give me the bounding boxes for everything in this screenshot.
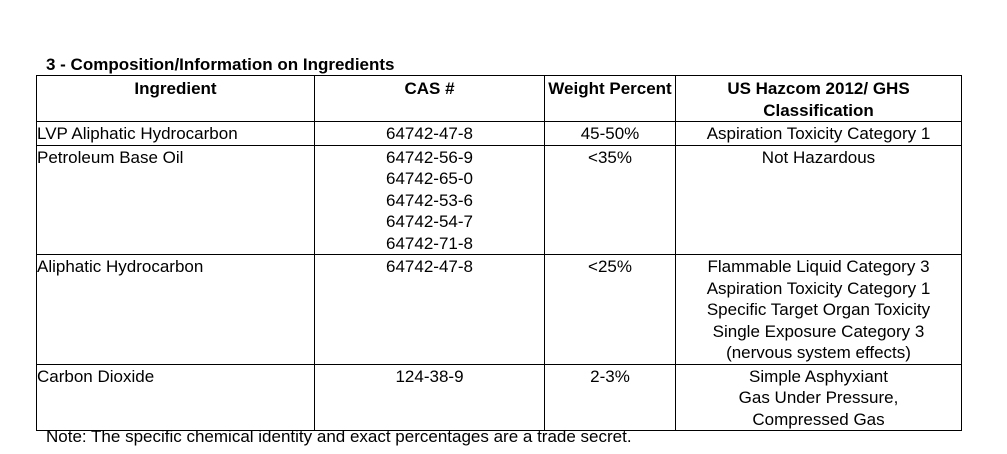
cell-weight: 45-50% [544, 121, 676, 146]
header-cas: CAS # [314, 75, 545, 122]
header-weight-percent: Weight Percent [544, 75, 676, 122]
cas-number: 64742-71-8 [386, 233, 473, 253]
cas-number: 124-38-9 [395, 366, 464, 386]
table-row: Aliphatic Hydrocarbon 64742-47-8 <25% Fl… [36, 254, 962, 365]
cell-weight: 2-3% [544, 363, 676, 431]
classification-line: Not Hazardous [761, 147, 876, 167]
cell-classification: Simple Asphyxiant Gas Under Pressure, Co… [675, 363, 962, 431]
cell-classification: Flammable Liquid Category 3 Aspiration T… [675, 254, 962, 365]
cell-cas: 124-38-9 [314, 363, 545, 431]
section-title: 3 - Composition/Information on Ingredien… [46, 55, 395, 74]
classification-line: Compressed Gas [752, 409, 885, 429]
header-line: US Hazcom 2012/ GHS [727, 79, 910, 98]
classification-line: Flammable Liquid Category 3 [707, 257, 930, 276]
cell-ingredient: Aliphatic Hydrocarbon [36, 254, 315, 365]
trade-secret-note: Note: The specific chemical identity and… [46, 427, 632, 446]
table-row: Petroleum Base Oil 64742-56-9 64742-65-0… [36, 144, 962, 255]
ingredients-table: Ingredient CAS # Weight Percent US Hazco… [36, 75, 962, 431]
classification-line: Aspiration Toxicity Category 1 [706, 124, 931, 143]
cas-number: 64742-56-9 [386, 147, 473, 167]
header-ingredient: Ingredient [36, 75, 315, 122]
cas-number: 64742-65-0 [386, 169, 473, 188]
cas-number: 64742-47-8 [386, 124, 473, 143]
header-line: Ingredient [134, 79, 217, 98]
cell-ingredient: Carbon Dioxide [36, 363, 315, 431]
cas-number: 64742-53-6 [386, 190, 473, 210]
classification-line: (nervous system effects) [726, 343, 911, 362]
classification-line: Specific Target Organ Toxicity [706, 300, 931, 319]
header-line: Weight Percent [548, 79, 672, 98]
header-line: Classification [763, 100, 874, 120]
cell-cas: 64742-47-8 [314, 254, 545, 365]
cas-number: 64742-47-8 [386, 257, 473, 276]
table-row: LVP Aliphatic Hydrocarbon 64742-47-8 45-… [36, 121, 962, 146]
table-row: Carbon Dioxide 124-38-9 2-3% Simple Asph… [36, 363, 962, 431]
cas-number: 64742-54-7 [386, 212, 473, 231]
header-line: CAS # [404, 79, 455, 98]
classification-line: Aspiration Toxicity Category 1 [706, 278, 931, 298]
cell-weight: <35% [544, 144, 676, 255]
cell-cas: 64742-56-9 64742-65-0 64742-53-6 64742-5… [314, 144, 545, 255]
cell-classification: Not Hazardous [675, 144, 962, 255]
cell-cas: 64742-47-8 [314, 121, 545, 146]
cell-weight: <25% [544, 254, 676, 365]
cell-classification: Aspiration Toxicity Category 1 [675, 121, 962, 146]
header-classification: US Hazcom 2012/ GHS Classification [675, 75, 962, 122]
cell-ingredient: LVP Aliphatic Hydrocarbon [36, 121, 315, 146]
classification-line: Single Exposure Category 3 [712, 321, 925, 341]
classification-line: Gas Under Pressure, [738, 388, 899, 407]
cell-ingredient: Petroleum Base Oil [36, 144, 315, 255]
classification-line: Simple Asphyxiant [749, 366, 888, 386]
table-header-row: Ingredient CAS # Weight Percent US Hazco… [36, 75, 962, 122]
